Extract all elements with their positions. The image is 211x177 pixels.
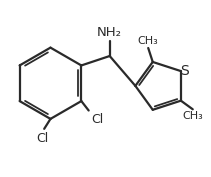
Text: S: S [180,64,189,78]
Text: Cl: Cl [91,113,103,126]
Text: NH₂: NH₂ [97,26,122,39]
Text: CH₃: CH₃ [182,111,203,121]
Text: Cl: Cl [36,132,48,145]
Text: CH₃: CH₃ [138,36,159,46]
